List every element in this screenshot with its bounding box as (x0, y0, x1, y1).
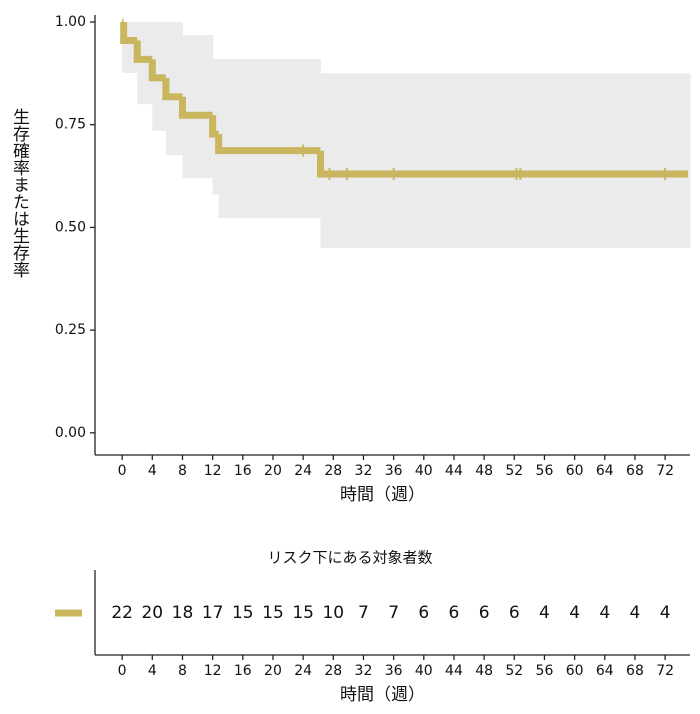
x-tick-label: 64 (596, 463, 614, 479)
risk-count: 4 (599, 603, 610, 623)
risk-count: 17 (202, 603, 224, 623)
x-tick-label: 0 (118, 663, 127, 679)
x-tick-label: 72 (656, 663, 674, 679)
x-tick-label: 52 (505, 463, 523, 479)
risk-count: 22 (111, 603, 133, 623)
x-tick-label: 32 (355, 663, 373, 679)
survival-step (215, 134, 321, 155)
survival-step (120, 21, 138, 44)
x-tick-label: 0 (118, 463, 127, 479)
x-tick-label: 4 (148, 663, 157, 679)
risk-count: 4 (539, 603, 550, 623)
x-tick-label: 8 (178, 663, 187, 679)
x-tick-label: 28 (324, 663, 342, 679)
y-tick-label: 0.00 (55, 425, 86, 441)
x-tick-label: 28 (324, 463, 342, 479)
x-tick-label: 44 (445, 463, 463, 479)
risk-count: 18 (172, 603, 194, 623)
confidence-band (137, 21, 153, 105)
risk-count: 7 (358, 603, 369, 623)
x-tick-label: 24 (294, 663, 312, 679)
x-tick-label: 20 (264, 663, 282, 679)
x-tick-label: 12 (204, 663, 222, 679)
x-tick-label: 68 (626, 663, 644, 679)
y-tick-label: 0.25 (55, 322, 86, 338)
confidence-band (218, 58, 321, 218)
y-tick-label: 1.00 (55, 14, 86, 30)
x-tick-label: 20 (264, 463, 282, 479)
x-tick-label: 48 (475, 463, 493, 479)
risk-count: 15 (292, 603, 314, 623)
x-tick-label: 56 (536, 463, 554, 479)
risk-count: 7 (388, 603, 399, 623)
y-tick-label: 0.75 (55, 117, 86, 133)
x-tick-label: 16 (234, 663, 252, 679)
x-tick-label: 72 (656, 463, 674, 479)
survival-step (316, 150, 688, 178)
risk-table-title: リスク下にある対象者数 (267, 549, 432, 567)
x-tick-label: 12 (204, 463, 222, 479)
risk-count: 20 (141, 603, 163, 623)
x-tick-label: 52 (505, 663, 523, 679)
confidence-band (320, 73, 691, 248)
risk-count: 6 (479, 603, 490, 623)
survival-step (148, 59, 166, 82)
x-tick-label: 64 (596, 663, 614, 679)
x-tick-label: 16 (234, 463, 252, 479)
x-tick-label: 40 (415, 663, 433, 679)
risk-count: 6 (418, 603, 429, 623)
risk-count: 6 (509, 603, 520, 623)
confidence-band (122, 21, 125, 73)
x-tick-label: 4 (148, 463, 157, 479)
risk-count: 15 (232, 603, 254, 623)
risk-count: 4 (569, 603, 580, 623)
survival-step (162, 77, 183, 101)
x-tick-label: 56 (536, 663, 554, 679)
risk-count: 15 (262, 603, 284, 623)
x-tick-label: 36 (385, 663, 403, 679)
risk-count: 4 (660, 603, 671, 623)
x-tick-label: 36 (385, 463, 403, 479)
confidence-band (165, 21, 183, 156)
x-tick-label: 24 (294, 463, 312, 479)
x-axis-label: 時間（週） (340, 485, 425, 505)
x-tick-label: 32 (355, 463, 373, 479)
risk-count: 6 (449, 603, 460, 623)
survival-step (178, 96, 213, 119)
x-tick-label: 44 (445, 663, 463, 679)
survival-step (133, 40, 153, 63)
y-tick-label: 0.50 (55, 219, 86, 235)
x-tick-label: 40 (415, 463, 433, 479)
x-tick-label: 60 (566, 663, 584, 679)
risk-count: 10 (322, 603, 344, 623)
x-tick-label: 60 (566, 463, 584, 479)
x-axis-label: 時間（週） (340, 685, 425, 705)
y-axis-label: 生存確率または生存率 (9, 108, 29, 278)
x-tick-label: 8 (178, 463, 187, 479)
confidence-band (182, 35, 214, 179)
x-tick-label: 68 (626, 463, 644, 479)
x-tick-label: 48 (475, 663, 493, 679)
risk-count: 4 (630, 603, 641, 623)
